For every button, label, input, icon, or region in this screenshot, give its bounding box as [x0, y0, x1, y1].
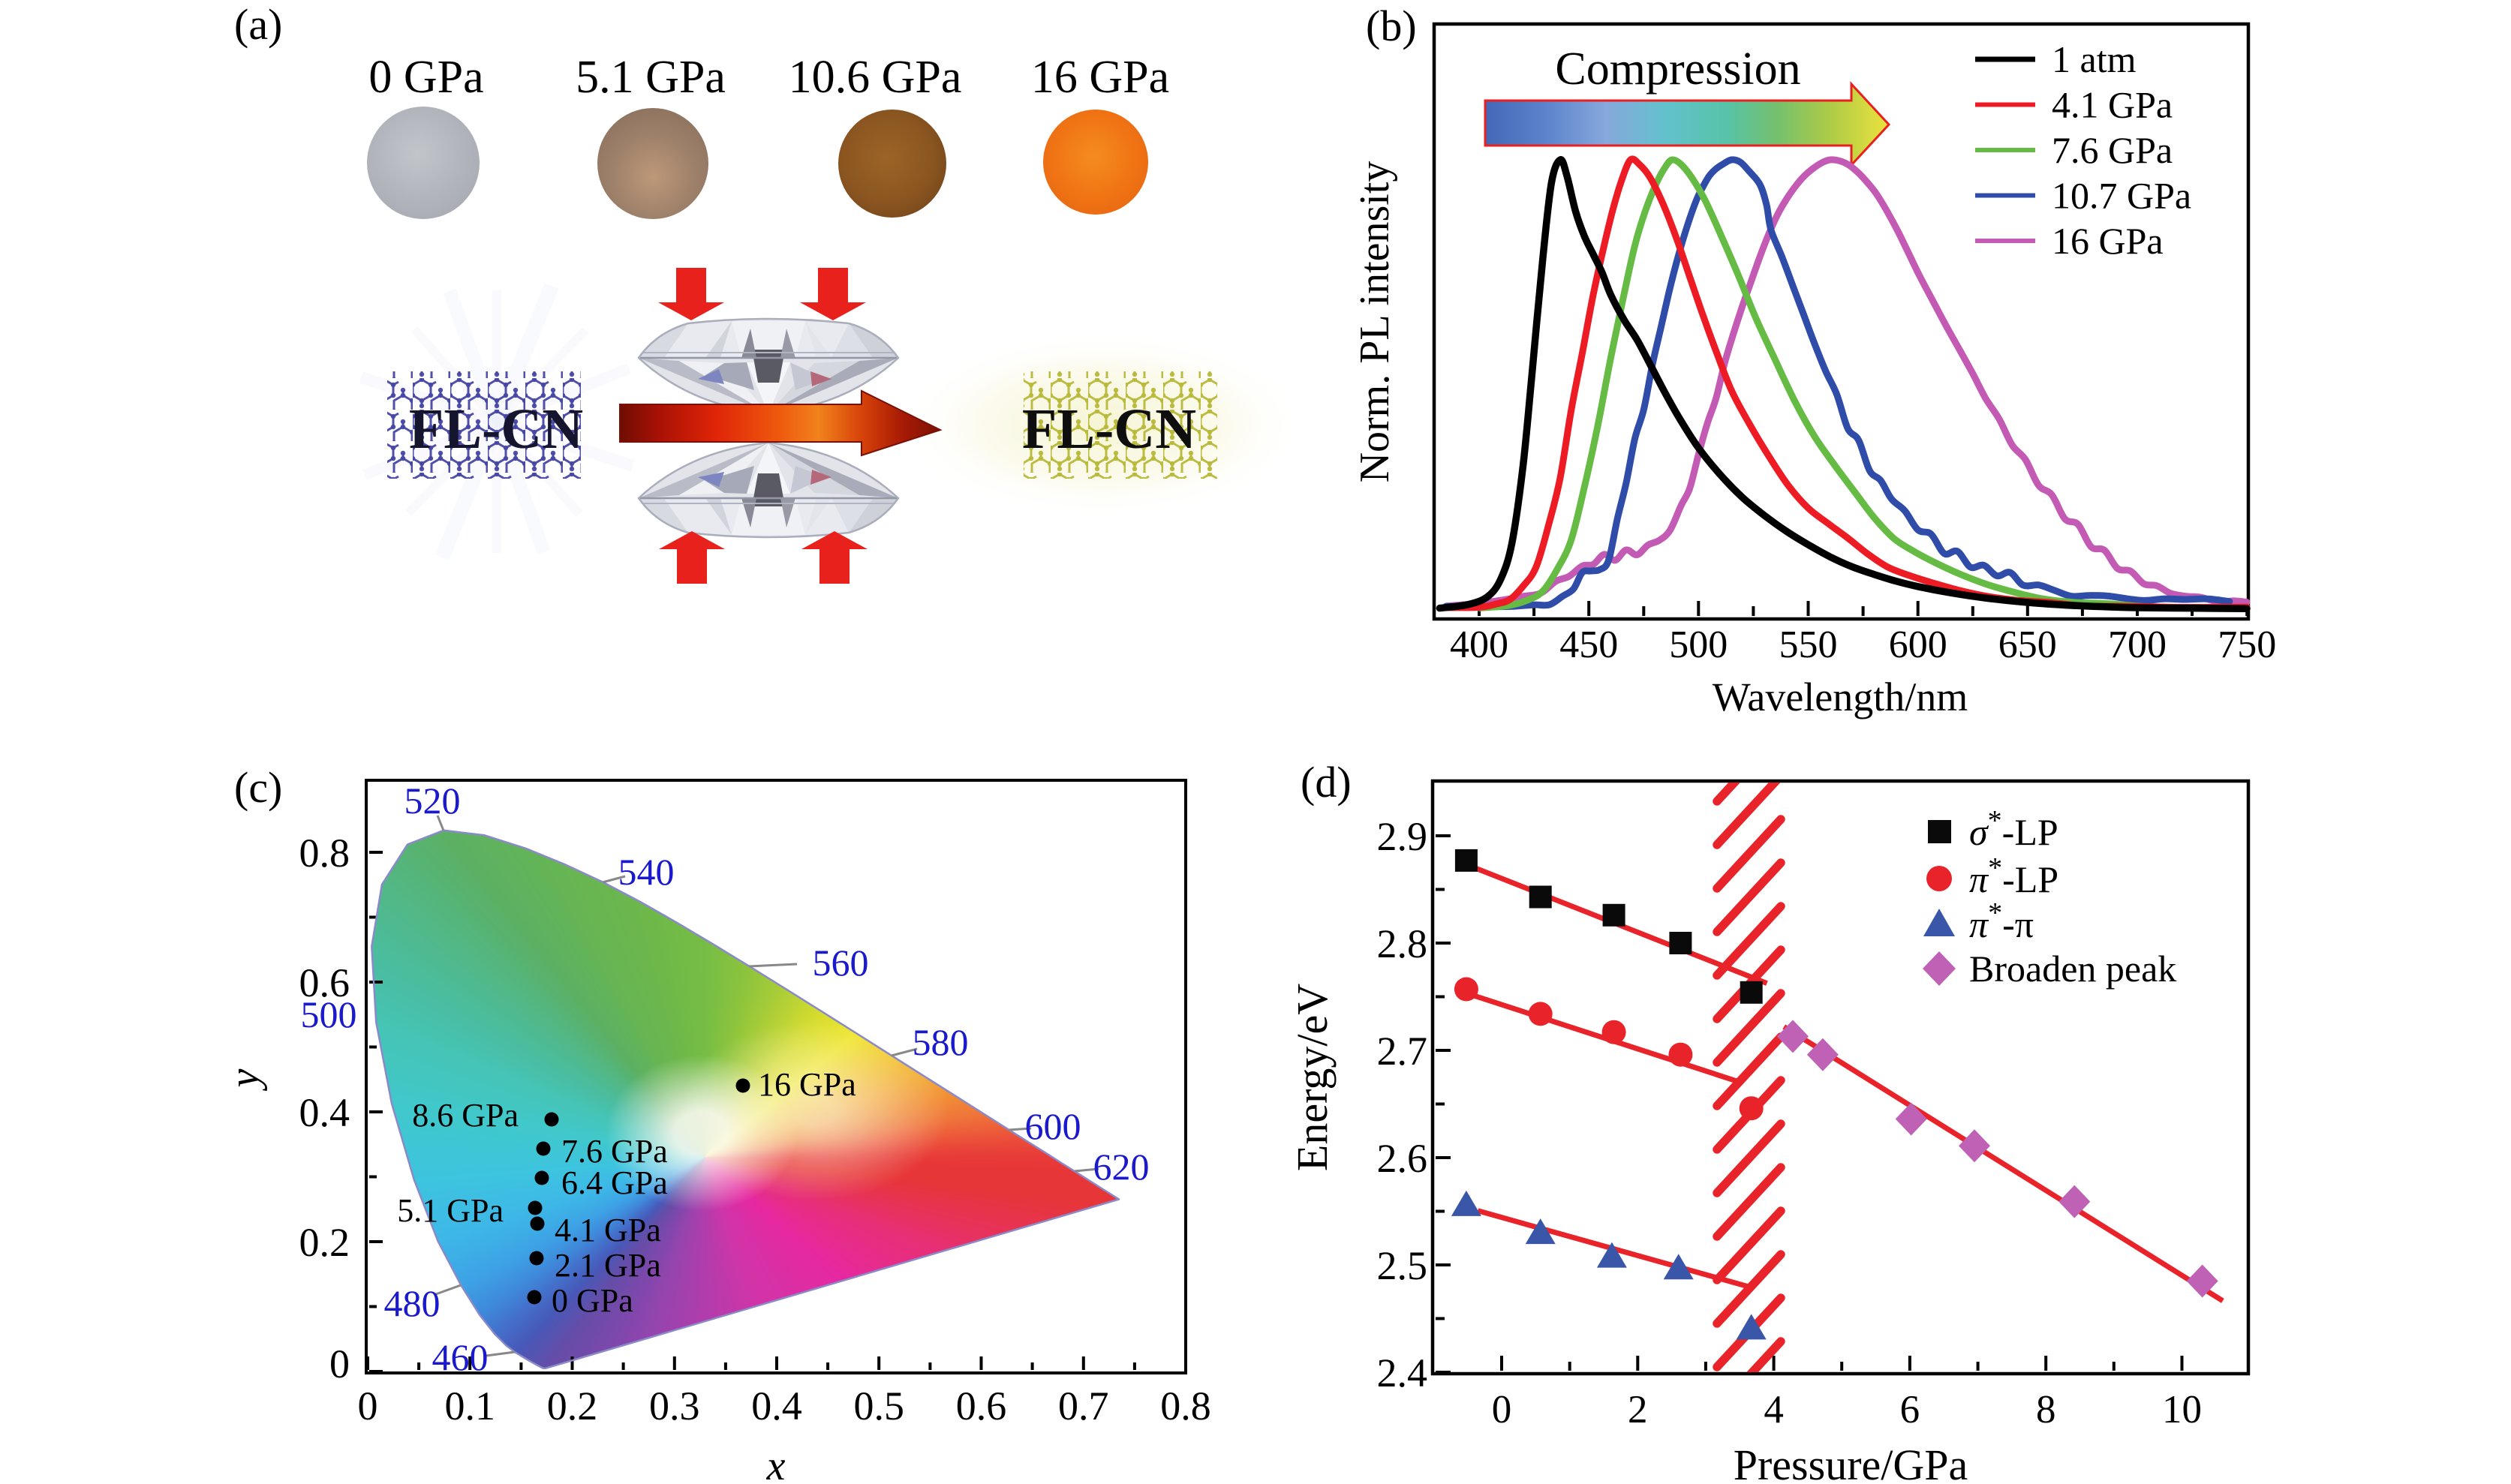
svg-text:10.6 GPa: 10.6 GPa [789, 52, 962, 103]
svg-text:4.1 GPa: 4.1 GPa [555, 1212, 661, 1248]
svg-text:480: 480 [384, 1282, 441, 1324]
svg-text:0.6: 0.6 [956, 1383, 1007, 1428]
svg-text:2.8: 2.8 [1377, 921, 1428, 966]
svg-text:0.4: 0.4 [751, 1383, 802, 1428]
svg-text:600: 600 [1889, 623, 1947, 666]
svg-text:7.6 GPa: 7.6 GPa [2052, 129, 2173, 171]
svg-text:2.5: 2.5 [1377, 1243, 1428, 1288]
svg-text:600: 600 [1025, 1105, 1081, 1147]
svg-text:2.7: 2.7 [1377, 1029, 1428, 1074]
svg-text:0.3: 0.3 [649, 1383, 700, 1428]
svg-text:5.1 GPa: 5.1 GPa [397, 1192, 504, 1229]
svg-text:16 GPa: 16 GPa [758, 1066, 856, 1103]
svg-text:460: 460 [432, 1336, 489, 1378]
svg-text:(a): (a) [234, 0, 282, 49]
svg-text:4.1 GPa: 4.1 GPa [2052, 84, 2173, 126]
svg-text:10: 10 [2162, 1388, 2202, 1431]
svg-text:π*-LP: π*-LP [1969, 852, 2058, 900]
svg-text:0.8: 0.8 [1160, 1383, 1211, 1428]
svg-text:560: 560 [813, 942, 869, 984]
svg-text:6.4 GPa: 6.4 GPa [561, 1164, 668, 1201]
svg-text:16 GPa: 16 GPa [1031, 52, 1169, 103]
svg-text:0.4: 0.4 [299, 1090, 350, 1135]
svg-text:(c): (c) [234, 763, 282, 812]
svg-text:2: 2 [1628, 1388, 1648, 1431]
svg-text:580: 580 [913, 1021, 969, 1063]
svg-text:450: 450 [1559, 623, 1618, 666]
svg-text:8.6 GPa: 8.6 GPa [412, 1097, 519, 1134]
svg-text:540: 540 [618, 851, 675, 893]
svg-text:Energy/eV: Energy/eV [1288, 984, 1337, 1171]
svg-text:Wavelength/nm: Wavelength/nm [1713, 674, 1968, 719]
svg-text:Pressure/GPa: Pressure/GPa [1734, 1440, 1968, 1484]
svg-text:y: y [221, 1068, 268, 1091]
svg-text:2.1 GPa: 2.1 GPa [555, 1247, 661, 1284]
svg-text:750: 750 [2218, 623, 2276, 666]
svg-text:650: 650 [1998, 623, 2057, 666]
svg-text:0 GPa: 0 GPa [552, 1282, 633, 1319]
svg-text:520: 520 [404, 780, 461, 822]
svg-text:0.1: 0.1 [444, 1383, 495, 1428]
svg-text:6: 6 [1900, 1388, 1920, 1431]
svg-text:0.6: 0.6 [299, 960, 350, 1005]
svg-text:Compression: Compression [1555, 44, 1800, 95]
svg-text:0 GPa: 0 GPa [368, 52, 483, 103]
svg-text:700: 700 [2108, 623, 2167, 666]
svg-text:4: 4 [1764, 1388, 1784, 1431]
svg-text:Broaden peak: Broaden peak [1969, 948, 2176, 990]
svg-text:620: 620 [1093, 1146, 1150, 1188]
svg-text:7.6 GPa: 7.6 GPa [561, 1133, 668, 1170]
svg-text:x: x [766, 1443, 786, 1484]
svg-text:500: 500 [301, 993, 357, 1035]
svg-text:0.5: 0.5 [853, 1383, 904, 1428]
svg-text:π*-π: π*-π [1969, 897, 2034, 945]
svg-text:0: 0 [1492, 1388, 1512, 1431]
svg-text:2.6: 2.6 [1377, 1136, 1428, 1181]
svg-text:0.7: 0.7 [1058, 1383, 1109, 1428]
svg-text:5.1 GPa: 5.1 GPa [576, 52, 726, 103]
svg-text:FL-CN: FL-CN [409, 398, 583, 461]
svg-text:(d): (d) [1301, 758, 1352, 807]
svg-text:1 atm: 1 atm [2052, 38, 2137, 80]
svg-text:550: 550 [1779, 623, 1838, 666]
svg-text:16 GPa: 16 GPa [2052, 220, 2164, 262]
svg-text:0.8: 0.8 [299, 831, 350, 876]
svg-text:Norm. PL intensity: Norm. PL intensity [1352, 161, 1398, 483]
svg-text:FL-CN: FL-CN [1022, 398, 1196, 461]
svg-text:(b): (b) [1366, 2, 1417, 50]
svg-text:0: 0 [358, 1383, 378, 1428]
svg-text:0: 0 [329, 1341, 350, 1386]
svg-text:2.4: 2.4 [1377, 1350, 1428, 1395]
svg-text:0.2: 0.2 [299, 1220, 350, 1265]
svg-text:2.9: 2.9 [1377, 814, 1428, 859]
svg-text:σ*-LP: σ*-LP [1969, 805, 2058, 853]
svg-text:8: 8 [2036, 1388, 2056, 1431]
svg-text:0.2: 0.2 [547, 1383, 598, 1428]
svg-text:500: 500 [1669, 623, 1728, 666]
svg-text:400: 400 [1450, 623, 1508, 666]
svg-text:10.7 GPa: 10.7 GPa [2052, 175, 2191, 217]
